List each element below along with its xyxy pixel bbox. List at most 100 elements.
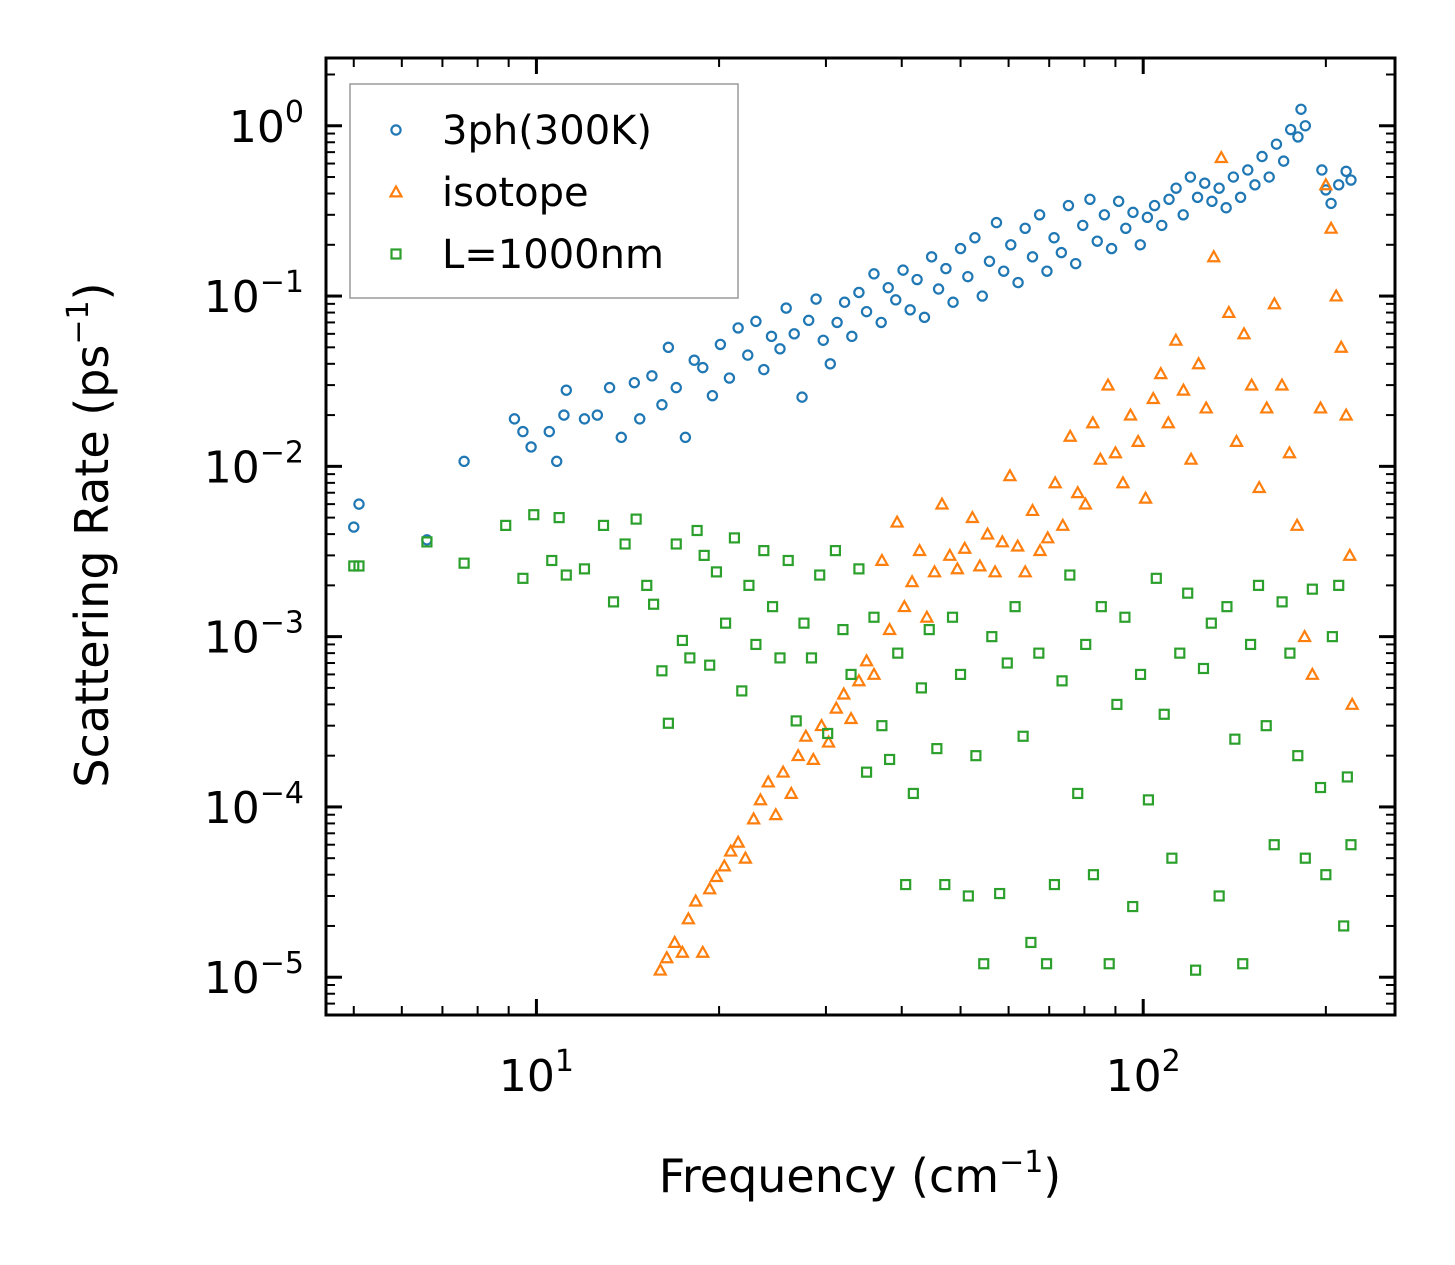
data-point — [1320, 869, 1332, 881]
data-point — [1342, 547, 1358, 561]
data-point — [709, 868, 724, 883]
data-point — [1069, 257, 1082, 270]
data-point — [1221, 601, 1233, 613]
data-point — [766, 601, 779, 613]
data-point — [978, 958, 990, 970]
data-point — [1220, 202, 1232, 214]
data-point — [1297, 628, 1312, 643]
data-point — [758, 545, 770, 557]
data-point — [1306, 583, 1318, 595]
data-point — [1041, 265, 1053, 277]
data-point — [1304, 666, 1320, 680]
data-point — [994, 887, 1006, 900]
data-point — [1017, 564, 1033, 578]
data-point — [1123, 407, 1138, 421]
data-point — [1150, 572, 1162, 584]
data-point — [859, 653, 874, 667]
data-point — [932, 283, 945, 295]
data-point — [675, 944, 690, 958]
data-point — [1338, 920, 1350, 932]
x-axis-label: Frequency (cm−1) — [659, 1145, 1062, 1203]
data-point — [976, 290, 988, 302]
data-point — [774, 343, 786, 355]
data-point — [688, 893, 704, 907]
x-axis: 101 102 — [352, 58, 1327, 1102]
data-point — [980, 526, 995, 540]
data-point — [1077, 219, 1089, 232]
data-point — [923, 623, 935, 636]
data-point — [591, 409, 604, 421]
data-point — [603, 381, 616, 394]
data-point — [1095, 601, 1107, 613]
data-point — [1033, 209, 1046, 221]
data-point — [1087, 869, 1100, 881]
data-point — [940, 262, 952, 275]
data-point — [1221, 304, 1237, 319]
data-point — [1333, 179, 1345, 191]
data-point — [788, 328, 800, 340]
data-point — [798, 617, 810, 629]
data-point — [904, 304, 916, 316]
data-point — [1328, 288, 1344, 302]
data-point — [1174, 647, 1186, 659]
data-point — [1191, 191, 1204, 204]
data-point — [662, 341, 675, 354]
data-point — [1002, 468, 1018, 482]
data-point — [1040, 530, 1056, 544]
data-point — [1153, 365, 1169, 380]
data-point — [1198, 400, 1214, 414]
data-point — [1098, 209, 1111, 221]
data-point — [1314, 781, 1327, 794]
data-point — [1270, 138, 1283, 150]
data-point — [736, 685, 748, 697]
data-point — [831, 316, 843, 329]
data-point — [1256, 150, 1268, 163]
data-point — [1199, 177, 1211, 189]
data-point — [1080, 638, 1092, 651]
data-point — [1119, 611, 1131, 623]
data-point — [560, 569, 572, 581]
data-point — [1229, 733, 1241, 745]
data-point — [1345, 174, 1357, 186]
data-point — [760, 774, 776, 788]
data-point — [679, 431, 692, 444]
data-point — [990, 216, 1003, 229]
data-point — [1009, 601, 1021, 613]
data-point — [1108, 445, 1123, 459]
data-point — [458, 557, 470, 569]
data-point — [517, 572, 529, 584]
data-point — [882, 621, 897, 636]
data-point — [1206, 195, 1218, 208]
data-point — [1064, 569, 1076, 581]
data-point — [543, 425, 555, 438]
data-point — [810, 293, 822, 305]
data-point — [918, 311, 931, 324]
data-point — [889, 514, 905, 528]
y-tick-label: 10−2 — [204, 435, 304, 493]
data-point — [597, 519, 610, 532]
data-point — [821, 734, 836, 748]
legend-label: 3ph(300K) — [442, 108, 652, 154]
legend-label: L=1000nm — [442, 232, 664, 278]
data-point — [1182, 587, 1194, 599]
data-point — [1323, 220, 1339, 234]
data-point — [1040, 958, 1053, 970]
data-point — [353, 560, 365, 572]
x-tick-label: 102 — [1106, 1044, 1181, 1102]
data-point — [659, 950, 675, 964]
data-point — [1251, 479, 1267, 494]
y-tick-label: 10−4 — [204, 776, 304, 834]
data-point — [750, 315, 762, 328]
data-point — [774, 652, 786, 664]
data-point — [1252, 579, 1265, 591]
data-point — [1229, 433, 1244, 447]
data-point — [1148, 199, 1161, 212]
data-point — [790, 715, 802, 727]
data-point — [782, 554, 794, 567]
data-point — [1316, 164, 1328, 176]
data-point — [939, 878, 951, 891]
data-point — [1284, 123, 1297, 136]
data-point — [1190, 964, 1202, 976]
data-point — [1017, 730, 1029, 742]
data-point — [500, 519, 512, 532]
